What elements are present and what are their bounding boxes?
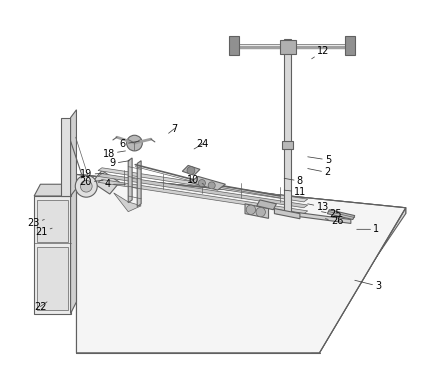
Polygon shape: [98, 168, 308, 202]
Polygon shape: [77, 174, 406, 214]
Polygon shape: [128, 158, 132, 203]
Polygon shape: [98, 180, 308, 214]
Polygon shape: [92, 171, 120, 194]
Circle shape: [246, 205, 256, 214]
Polygon shape: [70, 110, 77, 196]
Circle shape: [127, 135, 142, 151]
Text: 5: 5: [308, 155, 331, 165]
Text: 2: 2: [308, 167, 330, 178]
Polygon shape: [183, 165, 200, 175]
Polygon shape: [282, 141, 293, 149]
Text: 7: 7: [169, 123, 178, 134]
Text: 26: 26: [325, 216, 343, 227]
Circle shape: [187, 167, 195, 174]
Polygon shape: [284, 39, 291, 214]
Text: 18: 18: [102, 149, 125, 159]
Circle shape: [75, 175, 97, 197]
Polygon shape: [37, 200, 68, 242]
Text: 20: 20: [79, 177, 103, 187]
Polygon shape: [327, 210, 355, 220]
Text: 12: 12: [312, 46, 330, 59]
Polygon shape: [229, 36, 239, 55]
Text: 25: 25: [322, 209, 342, 220]
Polygon shape: [98, 174, 308, 208]
Polygon shape: [257, 200, 276, 210]
Polygon shape: [190, 176, 225, 190]
Polygon shape: [137, 161, 141, 207]
Text: 11: 11: [284, 187, 306, 197]
Circle shape: [80, 180, 92, 192]
Text: 24: 24: [194, 139, 209, 149]
Polygon shape: [77, 174, 406, 353]
Polygon shape: [312, 208, 406, 353]
Polygon shape: [274, 209, 300, 219]
Text: 4: 4: [105, 179, 125, 189]
Polygon shape: [34, 184, 77, 196]
Text: 6: 6: [120, 139, 139, 149]
Circle shape: [198, 180, 206, 187]
Text: 8: 8: [284, 176, 303, 186]
Text: 3: 3: [355, 280, 381, 291]
Text: 13: 13: [308, 202, 329, 212]
Text: 9: 9: [109, 158, 129, 169]
Circle shape: [208, 182, 215, 189]
Polygon shape: [37, 247, 68, 310]
Polygon shape: [70, 184, 77, 314]
Circle shape: [256, 207, 265, 217]
Text: 23: 23: [27, 218, 44, 229]
Text: 21: 21: [35, 227, 52, 237]
Text: 10: 10: [187, 175, 204, 185]
Polygon shape: [61, 118, 70, 196]
Polygon shape: [280, 40, 296, 54]
Text: 19: 19: [80, 169, 104, 180]
Text: 1: 1: [357, 224, 379, 234]
Text: 22: 22: [34, 301, 47, 312]
Polygon shape: [34, 196, 70, 314]
Polygon shape: [276, 210, 351, 223]
Polygon shape: [114, 193, 141, 212]
Polygon shape: [245, 204, 268, 218]
Polygon shape: [345, 36, 355, 55]
